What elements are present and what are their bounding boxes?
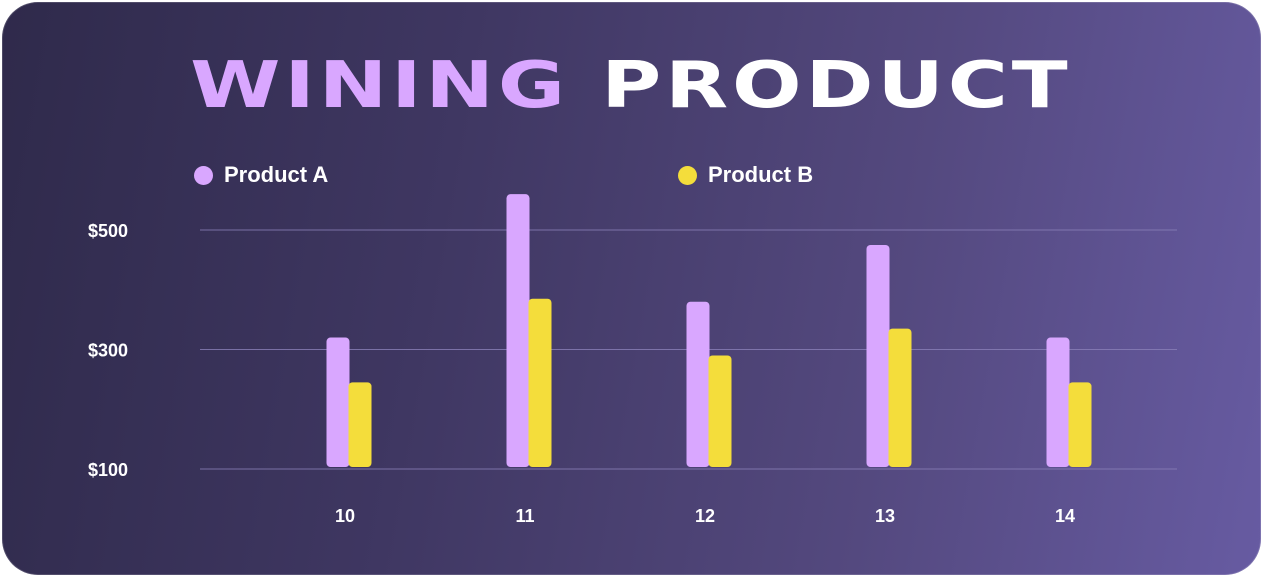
- x-tick-label: 11: [515, 506, 534, 526]
- x-tick-label: 14: [1055, 506, 1075, 526]
- y-tick-label: $300: [88, 341, 128, 361]
- legend-dot-product-a: [194, 165, 213, 185]
- y-tick-label: $100: [88, 460, 128, 480]
- x-tick-label: 13: [875, 506, 895, 526]
- title-word-1: WINING: [190, 49, 569, 123]
- bar-product-a-13: [866, 244, 890, 467]
- bar-product-a-14: [1046, 337, 1070, 467]
- bar-product-a-11: [506, 194, 530, 467]
- chart-title: WINING PRODUCT: [2, 54, 1261, 118]
- bar-product-b-12: [708, 355, 732, 467]
- legend-item-product-b: Product B: [678, 162, 813, 188]
- legend-label-product-b: Product B: [708, 162, 814, 187]
- bar-product-a-10: [326, 337, 350, 467]
- bar-product-b-11: [528, 298, 552, 467]
- bar-product-b-10: [348, 382, 372, 467]
- x-tick-label: 12: [695, 506, 715, 526]
- legend-dot-product-b: [678, 165, 697, 185]
- y-tick-label: $500: [88, 221, 128, 241]
- x-tick-label: 10: [335, 506, 355, 526]
- legend-item-product-a: Product A: [194, 162, 328, 188]
- bar-product-a-12: [686, 301, 710, 467]
- title-word-2: PRODUCT: [601, 49, 1072, 123]
- bar-product-b-13: [888, 328, 912, 467]
- legend-label-product-a: Product A: [224, 162, 329, 187]
- bar-product-b-14: [1068, 382, 1092, 467]
